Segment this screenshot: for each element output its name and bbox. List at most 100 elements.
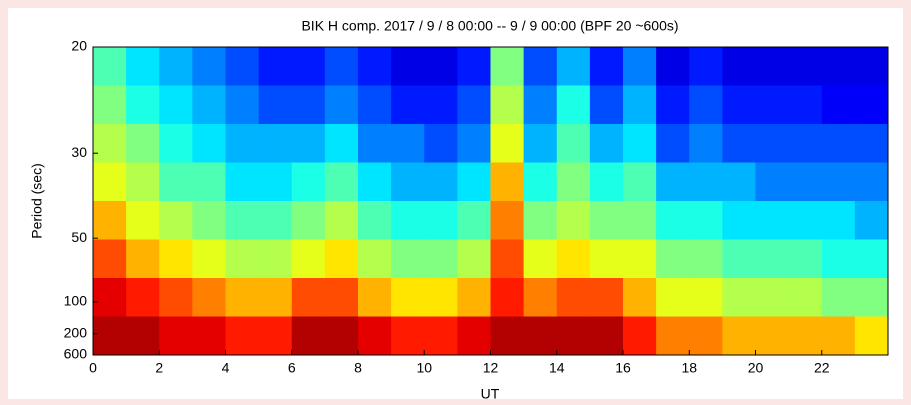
heatmap-cell — [457, 47, 491, 86]
heatmap-cell — [556, 47, 591, 86]
heatmap-cell — [358, 124, 392, 163]
heatmap-cell — [457, 278, 491, 317]
heatmap-cell — [854, 85, 889, 125]
heatmap-cell — [126, 124, 160, 163]
heatmap-cell — [788, 162, 823, 202]
heatmap-cell — [556, 278, 591, 317]
heatmap-cell — [788, 278, 823, 317]
heatmap-cell — [358, 162, 392, 202]
heatmap-cell — [821, 124, 856, 163]
heatmap-cell — [192, 47, 226, 86]
heatmap-cell — [324, 47, 359, 86]
heatmap-cell — [821, 278, 856, 317]
heatmap-cell — [821, 316, 856, 356]
heatmap-cell — [391, 239, 425, 279]
heatmap-cell — [424, 316, 458, 356]
heatmap-cell — [225, 239, 260, 279]
heatmap-cell — [93, 85, 127, 125]
y-tick-label: 20 — [71, 38, 87, 54]
y-tick-label: 100 — [64, 293, 88, 309]
heatmap-cell — [93, 47, 127, 86]
heatmap-cell — [192, 201, 226, 240]
heatmap-cell — [490, 47, 525, 86]
heatmap-cell — [523, 316, 558, 356]
heatmap-cell — [192, 162, 226, 202]
x-tick-label: 20 — [748, 360, 764, 376]
heatmap-cell — [589, 162, 624, 202]
heatmap-cell — [755, 124, 790, 163]
heatmap-cell — [656, 162, 690, 202]
heatmap-cell — [159, 239, 193, 279]
heatmap-cell — [93, 201, 127, 240]
x-tick-label: 4 — [222, 360, 230, 376]
heatmap-cell — [225, 278, 260, 317]
heatmap-cell — [258, 85, 293, 125]
x-axis-label: UT — [481, 386, 500, 402]
x-tick-label: 2 — [155, 360, 163, 376]
heatmap-cell — [291, 316, 326, 356]
heatmap-cell — [424, 239, 458, 279]
heatmap-cell — [457, 85, 491, 125]
heatmap-cell — [192, 316, 226, 356]
heatmap-cell — [291, 47, 326, 86]
heatmap-cell — [258, 239, 293, 279]
heatmap-cell — [159, 124, 193, 163]
heatmap-cell — [358, 201, 392, 240]
heatmap-cell — [589, 316, 624, 356]
heatmap-cell — [755, 85, 790, 125]
heatmap-cell — [159, 162, 193, 202]
heatmap-cell — [192, 124, 226, 163]
heatmap-cell — [358, 278, 392, 317]
heatmap-cell — [225, 316, 260, 356]
heatmap-cell — [93, 278, 127, 317]
heatmap-cell — [589, 278, 624, 317]
heatmap-cell — [689, 124, 723, 163]
heatmap-cell — [192, 278, 226, 317]
heatmap-cell — [192, 85, 226, 125]
x-tick-label: 6 — [288, 360, 296, 376]
heatmap-cell — [656, 201, 690, 240]
heatmap-cell — [821, 85, 856, 125]
heatmap-cell — [623, 278, 657, 317]
heatmap-cell — [126, 316, 160, 356]
heatmap-cell — [788, 201, 823, 240]
heatmap-cell — [689, 47, 723, 86]
heatmap-cell — [854, 239, 889, 279]
x-tick-label: 0 — [89, 360, 97, 376]
x-tick-label: 8 — [354, 360, 362, 376]
heatmap-cell — [225, 85, 260, 125]
heatmap-cell — [722, 47, 756, 86]
x-tick-label: 14 — [549, 360, 565, 376]
heatmap-cell — [324, 201, 359, 240]
heatmap-cell — [623, 85, 657, 125]
heatmap-cell — [391, 47, 425, 86]
heatmap-cell — [656, 278, 690, 317]
heatmap-cell — [490, 162, 525, 202]
heatmap-cell — [324, 316, 359, 356]
heatmap-cell — [324, 278, 359, 317]
heatmap-cell — [258, 201, 293, 240]
heatmap-cell — [391, 162, 425, 202]
y-tick-label: 600 — [64, 346, 88, 362]
heatmap-cell — [126, 47, 160, 86]
heatmap-cell — [457, 124, 491, 163]
y-tick-label: 30 — [71, 144, 87, 160]
heatmap-cell — [126, 162, 160, 202]
heatmap-cell — [854, 201, 889, 240]
x-tick-label: 18 — [681, 360, 697, 376]
heatmap-cell — [556, 316, 591, 356]
heatmap-cell — [291, 201, 326, 240]
chart-title: BIK H comp. 2017 / 9 / 8 00:00 -- 9 / 9 … — [301, 18, 678, 34]
heatmap-cell — [722, 201, 756, 240]
heatmap-cell — [788, 239, 823, 279]
heatmap-cell — [291, 278, 326, 317]
heatmap-cell — [854, 124, 889, 163]
heatmap-cell — [689, 85, 723, 125]
heatmap-cell — [93, 316, 127, 356]
heatmap-cell — [589, 124, 624, 163]
heatmap-cell — [656, 316, 690, 356]
heatmap-cell — [324, 85, 359, 125]
heatmap-cell — [490, 201, 525, 240]
heatmap-cell — [589, 85, 624, 125]
